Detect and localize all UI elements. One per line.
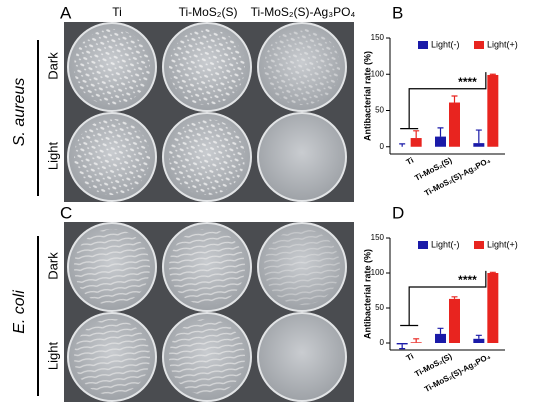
petri-dish: [257, 312, 347, 402]
error-bar: [399, 143, 406, 147]
colonies: [169, 119, 245, 195]
error-bar: [451, 296, 458, 299]
colonies: [169, 319, 245, 395]
bar: [435, 333, 446, 343]
column-label: Ti: [112, 5, 122, 19]
bar: [396, 343, 408, 345]
bar: [435, 136, 446, 147]
colonies: [74, 319, 150, 395]
bar: [473, 143, 485, 147]
bar: [410, 138, 422, 147]
error-bar: [475, 129, 482, 144]
x-tick-label: Ti: [405, 156, 415, 167]
error-bar: [489, 271, 496, 273]
legend-swatch: [474, 41, 484, 49]
significance-label: ****: [458, 273, 477, 287]
column-label: Ti-MoS₂(S): [179, 5, 238, 19]
significance-bracket: [400, 270, 487, 327]
error-bar: [475, 334, 482, 339]
error-bar: [413, 338, 420, 343]
error-bar: [413, 130, 420, 139]
error-bar: [451, 95, 458, 103]
legend-swatch: [474, 241, 484, 249]
bar: [487, 74, 499, 147]
error-bar: [437, 327, 444, 334]
x-tick-label: Ti-MoS₂(S)-Ag₃PO₄: [423, 156, 492, 198]
plate-photos: [64, 22, 354, 402]
panel-label: B: [392, 3, 403, 22]
colonies: [169, 229, 245, 305]
colonies: [74, 29, 150, 105]
colonies: [74, 119, 150, 195]
error-bar: [399, 344, 406, 350]
row-label: Dark: [45, 52, 60, 80]
petri-dish: [257, 112, 347, 202]
column-label: Ti-MoS₂(S)-Ag₃PO₄: [251, 5, 356, 19]
organism-label: S. aureus: [11, 78, 28, 146]
bar: [449, 298, 460, 343]
y-tick-label: 150: [371, 233, 385, 242]
legend-label: Light(+): [487, 239, 518, 249]
panel-label: A: [60, 3, 72, 22]
significance-bracket: [400, 72, 487, 130]
y-tick-label: 50: [375, 303, 384, 312]
legend-swatch: [418, 41, 428, 49]
legend-label: Light(-): [431, 239, 460, 249]
y-tick-label: 50: [375, 106, 384, 115]
y-axis-label: Antibacterial rate (%): [362, 249, 372, 339]
legend-swatch: [418, 241, 428, 249]
row-label: Light: [45, 142, 60, 171]
y-tick-label: 0: [380, 338, 385, 347]
legend-label: Light(-): [431, 39, 460, 49]
significance-label: ****: [458, 75, 477, 89]
y-tick-label: 100: [371, 268, 385, 277]
bar: [410, 342, 422, 343]
panel-label: D: [392, 203, 404, 222]
panel-label: C: [60, 203, 72, 222]
organism-label: E. coli: [11, 290, 28, 334]
error-bar: [489, 73, 496, 75]
x-tick-label: Ti: [405, 352, 415, 363]
y-tick-label: 0: [380, 142, 385, 151]
y-tick-label: 100: [371, 69, 385, 78]
legend-label: Light(+): [487, 39, 518, 49]
y-tick-label: 150: [371, 33, 385, 42]
error-bar: [437, 127, 444, 137]
bar: [449, 102, 460, 147]
colonies: [169, 29, 245, 105]
x-tick-label: Ti-MoS₂(S)-Ag₃PO₄: [423, 352, 492, 394]
y-axis-label: Antibacterial rate (%): [362, 51, 372, 141]
bar: [487, 273, 499, 343]
colonies: [264, 29, 340, 105]
row-label: Dark: [45, 252, 60, 280]
bar: [473, 338, 485, 343]
row-label: Light: [45, 342, 60, 371]
colonies: [264, 229, 340, 305]
colonies: [74, 229, 150, 305]
